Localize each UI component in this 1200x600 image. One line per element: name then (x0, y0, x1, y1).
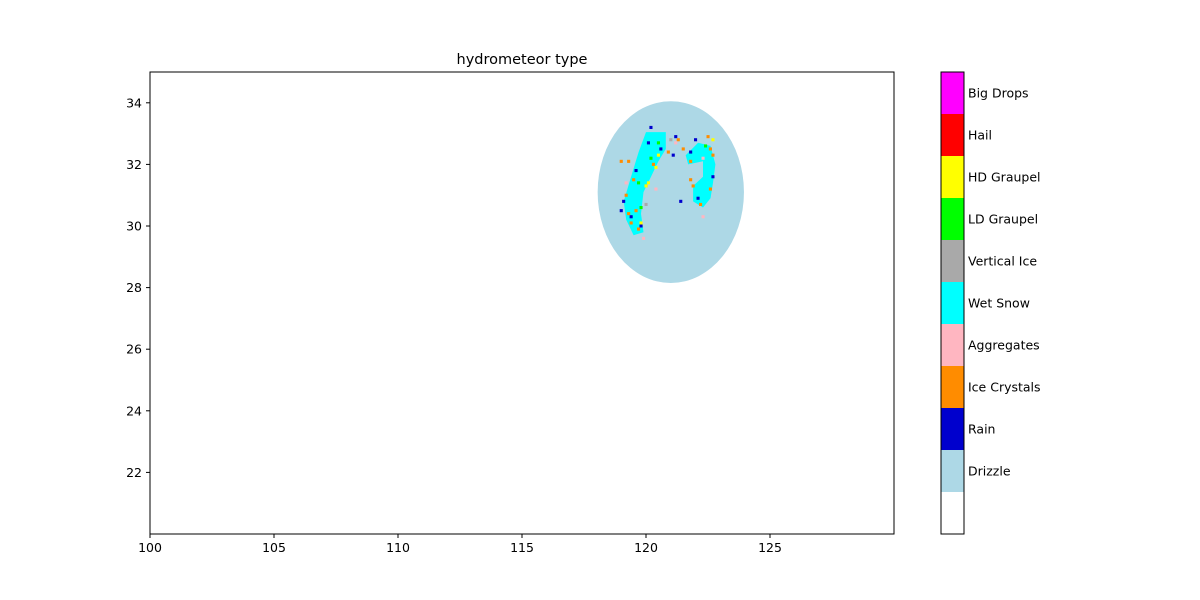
colorbar-frame (940, 71, 965, 535)
pixel-rain (619, 209, 623, 213)
pixel-aggregates (674, 141, 678, 145)
colorbar-label: Vertical Ice (968, 254, 1037, 269)
pixel-vertical-ice (644, 202, 648, 206)
pixel-rain (694, 138, 698, 142)
pixel-ice-crystals (676, 138, 680, 142)
pixel-rain (696, 196, 700, 200)
y-tick-label: 32 (126, 157, 142, 172)
y-tick-label: 22 (126, 465, 142, 480)
x-tick-label: 110 (386, 540, 410, 555)
pixel-ice-crystals (689, 178, 693, 182)
colorbar-swatch-ld-graupel (941, 198, 964, 240)
chart-title: hydrometeor type (457, 52, 588, 68)
pixel-rain (659, 147, 663, 151)
colorbar-label: LD Graupel (968, 212, 1038, 227)
pixel-rain (629, 215, 633, 219)
pixel-ice-crystals (699, 202, 703, 206)
pixel-ice-crystals (619, 159, 623, 163)
pixel-ld-graupel (704, 144, 708, 148)
x-axis: 100 105 110 115 120 125 (138, 534, 782, 555)
colorbar: Drizzle Rain Ice Crystals Aggregates Wet Sno… (940, 71, 1041, 535)
x-tick-label: 100 (138, 540, 162, 555)
pixel-rain (674, 135, 678, 139)
x-tick-label: 115 (510, 540, 534, 555)
pixel-ice-crystals (624, 193, 628, 197)
colorbar-swatch-vertical-ice (941, 240, 964, 282)
x-tick-label: 120 (634, 540, 658, 555)
pixel-ice-crystals (627, 212, 631, 216)
colorbar-label: Hail (968, 128, 992, 143)
region-wet-snow (623, 132, 666, 236)
x-tick-label: 125 (758, 540, 782, 555)
colorbar-swatch-drizzle (941, 450, 964, 492)
colorbar-swatch-ice-crystals (941, 366, 964, 408)
pixel-hd-graupel (646, 181, 650, 185)
pixel-ld-graupel (639, 206, 643, 210)
pixel-ld-graupel (649, 156, 653, 160)
pixel-hd-graupel (639, 221, 643, 225)
pixel-ice-crystals (651, 162, 655, 166)
pixel-hd-graupel (644, 184, 648, 188)
pixel-vertical-ice (669, 138, 673, 142)
pixel-aggregates (701, 215, 705, 219)
colorbar-swatch-hail (941, 114, 964, 156)
pixel-rain (711, 175, 715, 179)
pixel-ice-crystals (689, 159, 693, 163)
pixel-aggregates (654, 187, 658, 191)
colorbar-label: Ice Crystals (968, 380, 1041, 395)
pixel-rain (689, 150, 693, 154)
radar-coverage-area (597, 101, 744, 283)
colorbar-swatch-aggregates (941, 324, 964, 366)
pixel-ice-crystals (708, 187, 712, 191)
colorbar-label: Rain (968, 422, 995, 437)
pixel-ice-crystals (629, 221, 633, 225)
y-tick-label: 24 (126, 403, 142, 418)
pixel-ice-crystals (627, 159, 631, 163)
colorbar-swatch-rain (941, 408, 964, 450)
pixel-ice-crystals (637, 227, 641, 231)
pixel-ice-crystals (634, 209, 638, 213)
pixel-rain (639, 224, 643, 228)
y-tick-label: 30 (126, 219, 142, 234)
pixel-aggregates (624, 181, 628, 185)
pixel-ice-crystals (708, 147, 712, 151)
colorbar-label: Drizzle (968, 464, 1011, 479)
pixel-hd-graupel (656, 153, 660, 157)
colorbar-label: HD Graupel (968, 170, 1041, 185)
pixel-aggregates (642, 236, 646, 240)
colorbar-swatch-wet-snow (941, 282, 964, 324)
pixel-aggregates (701, 156, 705, 160)
axes-frame (149, 71, 895, 535)
colorbar-swatch-none (941, 492, 964, 534)
x-tick-label: 105 (262, 540, 286, 555)
pixel-hd-graupel (711, 138, 715, 142)
pixel-rain (649, 125, 653, 129)
pixel-ld-graupel (656, 141, 660, 145)
pixel-ice-crystals (632, 178, 636, 182)
pixel-ice-crystals (691, 184, 695, 188)
y-axis: 22 24 26 28 30 32 34 (126, 95, 150, 480)
colorbar-label: Big Drops (968, 86, 1029, 101)
pixel-rain (622, 199, 626, 203)
pixel-ice-crystals (706, 135, 710, 139)
plot-area (597, 101, 744, 283)
colorbar-label: Wet Snow (968, 296, 1030, 311)
pixel-ice-crystals (681, 147, 685, 151)
colorbar-label: Aggregates (968, 338, 1040, 353)
pixel-ld-graupel (637, 181, 641, 185)
pixel-ice-crystals (666, 150, 670, 154)
y-tick-label: 26 (126, 342, 142, 357)
colorbar-swatch-hd-graupel (941, 156, 964, 198)
pixel-ice-crystals (711, 153, 715, 157)
colorbar-swatch-big-drops (941, 72, 964, 114)
pixel-hd-graupel (654, 165, 658, 169)
region-wet-snow (685, 142, 716, 208)
y-tick-label: 34 (126, 95, 142, 110)
pixel-rain (646, 141, 650, 145)
pixel-rain (679, 199, 683, 203)
pixel-rain (634, 169, 638, 173)
pixel-rain (671, 153, 675, 157)
y-tick-label: 28 (126, 280, 142, 295)
